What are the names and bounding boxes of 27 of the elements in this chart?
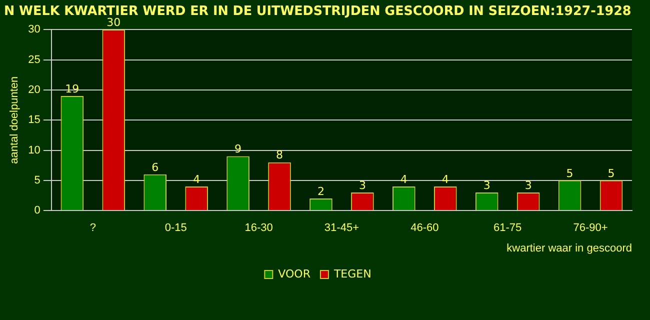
y-tick-label: 15	[28, 114, 40, 126]
y-tick-label: 10	[28, 144, 40, 156]
x-tick-label: 16-30	[244, 222, 273, 234]
y-tick-label: 30	[28, 24, 40, 36]
data-label: 30	[106, 16, 121, 29]
data-label: 2	[317, 184, 324, 198]
x-tick-label: 76-90+	[573, 222, 608, 234]
y-tick-label: 5	[34, 174, 40, 186]
data-label: 3	[524, 178, 532, 192]
x-tick-label: ?	[90, 222, 96, 234]
legend-label: TEGEN	[332, 267, 372, 280]
y-tick-label: 20	[28, 84, 40, 96]
x-axis-title: kwartier waar in gescoord	[506, 242, 632, 254]
y-tick-label: 25	[28, 54, 40, 66]
data-label: 5	[608, 166, 615, 180]
y-tick-label: 0	[34, 204, 40, 217]
x-tick-label: 46-60	[410, 222, 439, 234]
data-label: 6	[152, 160, 159, 174]
x-tick-label: 0-15	[164, 222, 187, 234]
data-label: 3	[358, 178, 366, 192]
data-label: 5	[566, 166, 574, 180]
data-label: 8	[276, 148, 284, 162]
y-axis-title: aantal doelpunten	[8, 76, 21, 164]
x-tick-label: 61-75	[494, 222, 522, 234]
legend-label: VOOR	[278, 267, 311, 280]
x-tick-label: 31-45+	[324, 222, 359, 234]
data-label: 3	[483, 178, 490, 192]
